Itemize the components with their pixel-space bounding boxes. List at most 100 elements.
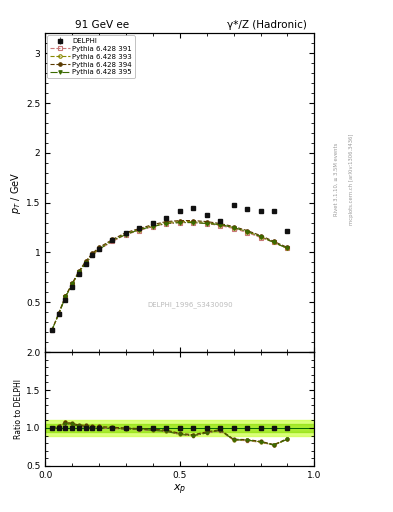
Pythia 6.428 393 bbox=[77, 269, 81, 275]
Pythia 6.428 395 bbox=[124, 231, 129, 238]
Pythia 6.428 391 bbox=[63, 294, 68, 301]
Pythia 6.428 395 bbox=[137, 226, 142, 232]
Line: Pythia 6.428 395: Pythia 6.428 395 bbox=[50, 221, 289, 332]
Pythia 6.428 391 bbox=[245, 229, 250, 236]
Pythia 6.428 394 bbox=[258, 232, 263, 239]
X-axis label: $x_p$: $x_p$ bbox=[173, 482, 187, 497]
Pythia 6.428 395 bbox=[77, 269, 81, 275]
Pythia 6.428 395 bbox=[83, 260, 88, 266]
Pythia 6.428 394 bbox=[50, 327, 54, 333]
Pythia 6.428 393 bbox=[124, 230, 129, 237]
Pythia 6.428 394 bbox=[245, 227, 250, 233]
Pythia 6.428 395 bbox=[90, 252, 95, 259]
Pythia 6.428 393 bbox=[56, 311, 61, 317]
Pythia 6.428 395 bbox=[110, 238, 115, 244]
Pythia 6.428 391 bbox=[137, 227, 142, 233]
Pythia 6.428 393 bbox=[110, 238, 115, 244]
Line: Pythia 6.428 391: Pythia 6.428 391 bbox=[50, 221, 289, 332]
Y-axis label: $p_T$ / GeV: $p_T$ / GeV bbox=[9, 172, 23, 214]
Pythia 6.428 393 bbox=[218, 222, 222, 228]
Pythia 6.428 391 bbox=[77, 269, 81, 275]
Pythia 6.428 394 bbox=[110, 237, 115, 243]
Pythia 6.428 395 bbox=[285, 245, 290, 251]
Y-axis label: Ratio to DELPHI: Ratio to DELPHI bbox=[14, 379, 23, 439]
Pythia 6.428 395 bbox=[204, 221, 209, 227]
Pythia 6.428 395 bbox=[70, 281, 75, 287]
Pythia 6.428 394 bbox=[90, 250, 95, 257]
Pythia 6.428 394 bbox=[164, 219, 169, 225]
Line: Pythia 6.428 394: Pythia 6.428 394 bbox=[50, 219, 289, 332]
Pythia 6.428 393 bbox=[50, 327, 54, 333]
Pythia 6.428 391 bbox=[56, 311, 61, 317]
Text: DELPHI_1996_S3430090: DELPHI_1996_S3430090 bbox=[148, 301, 233, 308]
Pythia 6.428 394 bbox=[63, 293, 68, 300]
Pythia 6.428 391 bbox=[231, 225, 236, 231]
Pythia 6.428 393 bbox=[272, 240, 276, 246]
Pythia 6.428 395 bbox=[178, 220, 182, 226]
Pythia 6.428 391 bbox=[164, 221, 169, 227]
Pythia 6.428 394 bbox=[178, 218, 182, 224]
Pythia 6.428 395 bbox=[231, 224, 236, 230]
Pythia 6.428 395 bbox=[63, 294, 68, 301]
Text: mcplots.cern.ch [arXiv:1306.3436]: mcplots.cern.ch [arXiv:1306.3436] bbox=[349, 134, 354, 225]
Pythia 6.428 393 bbox=[258, 233, 263, 240]
Pythia 6.428 391 bbox=[90, 252, 95, 259]
Pythia 6.428 391 bbox=[151, 223, 155, 229]
Pythia 6.428 395 bbox=[272, 240, 276, 246]
Pythia 6.428 394 bbox=[285, 244, 290, 250]
Text: Rivet 3.1.10, ≥ 3.5M events: Rivet 3.1.10, ≥ 3.5M events bbox=[334, 142, 338, 216]
Pythia 6.428 391 bbox=[204, 221, 209, 227]
Pythia 6.428 393 bbox=[178, 219, 182, 225]
Pythia 6.428 395 bbox=[191, 220, 196, 226]
Pythia 6.428 391 bbox=[110, 239, 115, 245]
Pythia 6.428 393 bbox=[90, 251, 95, 258]
Pythia 6.428 393 bbox=[164, 220, 169, 226]
Pythia 6.428 393 bbox=[285, 245, 290, 251]
Pythia 6.428 391 bbox=[83, 260, 88, 266]
Pythia 6.428 393 bbox=[204, 220, 209, 226]
Pythia 6.428 393 bbox=[83, 260, 88, 266]
Pythia 6.428 394 bbox=[191, 218, 196, 224]
Text: γ*/Z (Hadronic): γ*/Z (Hadronic) bbox=[227, 19, 307, 30]
Pythia 6.428 394 bbox=[97, 244, 101, 250]
Pythia 6.428 391 bbox=[70, 281, 75, 287]
Pythia 6.428 394 bbox=[204, 219, 209, 225]
Pythia 6.428 395 bbox=[218, 222, 222, 228]
Pythia 6.428 394 bbox=[124, 229, 129, 236]
Pythia 6.428 394 bbox=[77, 268, 81, 274]
Pythia 6.428 391 bbox=[272, 240, 276, 246]
Pythia 6.428 393 bbox=[151, 223, 155, 229]
Pythia 6.428 395 bbox=[258, 233, 263, 240]
Pythia 6.428 393 bbox=[191, 219, 196, 225]
Line: Pythia 6.428 393: Pythia 6.428 393 bbox=[50, 220, 289, 332]
Pythia 6.428 394 bbox=[56, 310, 61, 316]
Pythia 6.428 391 bbox=[285, 245, 290, 251]
Pythia 6.428 391 bbox=[178, 220, 182, 226]
Text: 91 GeV ee: 91 GeV ee bbox=[75, 19, 129, 30]
Pythia 6.428 391 bbox=[258, 234, 263, 241]
Pythia 6.428 393 bbox=[63, 293, 68, 300]
Pythia 6.428 391 bbox=[50, 327, 54, 333]
Pythia 6.428 391 bbox=[124, 231, 129, 238]
Pythia 6.428 394 bbox=[137, 225, 142, 231]
Pythia 6.428 391 bbox=[191, 220, 196, 226]
Pythia 6.428 393 bbox=[137, 226, 142, 232]
Pythia 6.428 395 bbox=[164, 221, 169, 227]
Pythia 6.428 391 bbox=[97, 246, 101, 252]
Pythia 6.428 395 bbox=[245, 228, 250, 234]
Pythia 6.428 393 bbox=[245, 228, 250, 234]
Pythia 6.428 391 bbox=[218, 223, 222, 229]
Pythia 6.428 393 bbox=[97, 245, 101, 251]
Pythia 6.428 395 bbox=[151, 223, 155, 229]
Pythia 6.428 395 bbox=[97, 246, 101, 252]
Pythia 6.428 395 bbox=[56, 311, 61, 317]
Pythia 6.428 394 bbox=[151, 222, 155, 228]
Pythia 6.428 393 bbox=[231, 224, 236, 230]
Pythia 6.428 394 bbox=[70, 280, 75, 286]
Pythia 6.428 393 bbox=[70, 281, 75, 287]
Legend: DELPHI, Pythia 6.428 391, Pythia 6.428 393, Pythia 6.428 394, Pythia 6.428 395: DELPHI, Pythia 6.428 391, Pythia 6.428 3… bbox=[47, 35, 135, 78]
Pythia 6.428 394 bbox=[272, 239, 276, 245]
Pythia 6.428 394 bbox=[218, 221, 222, 227]
Pythia 6.428 394 bbox=[231, 223, 236, 229]
Pythia 6.428 395 bbox=[50, 327, 54, 333]
